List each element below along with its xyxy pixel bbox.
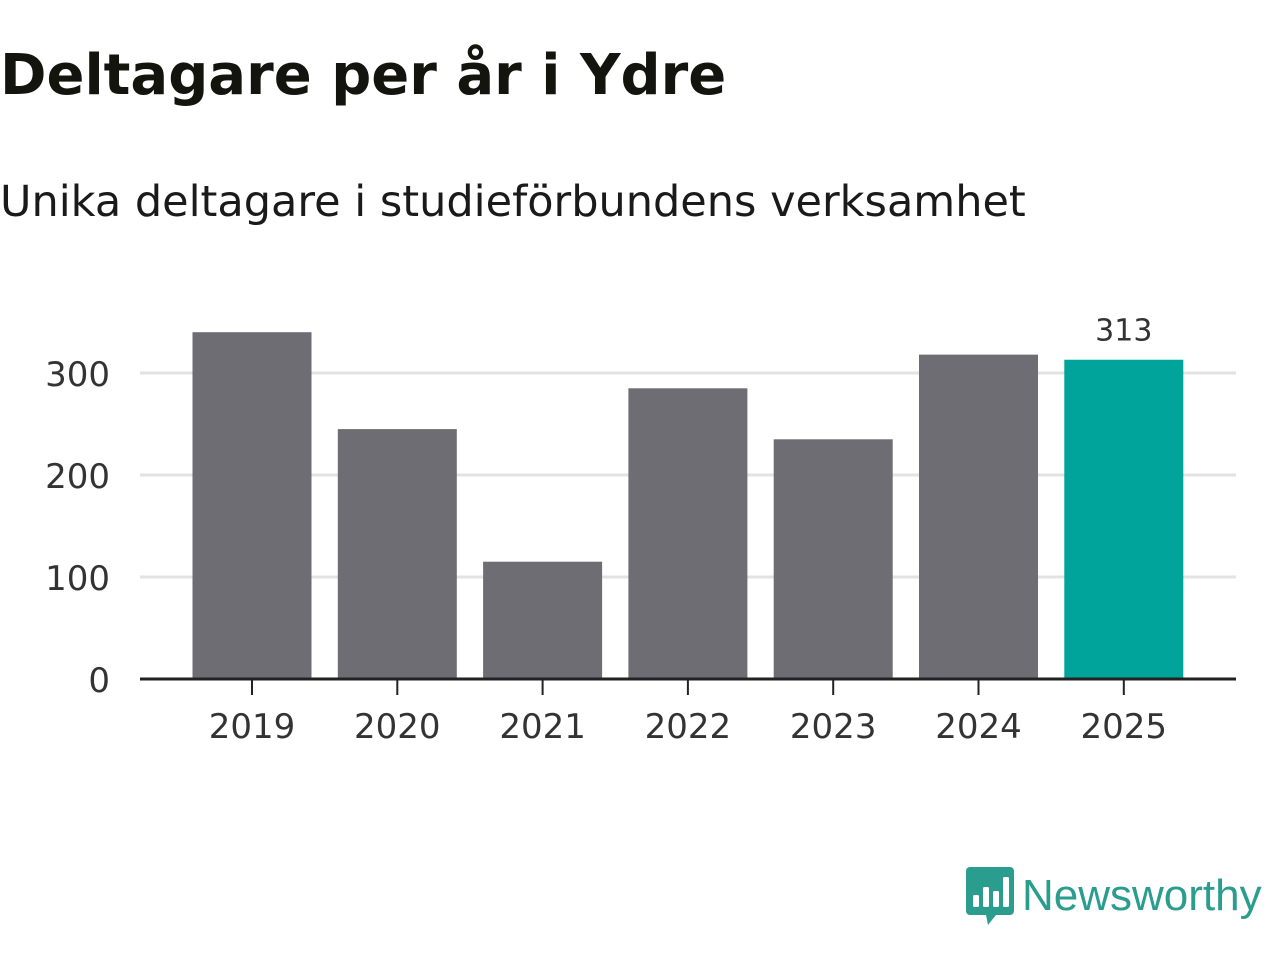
bar-2019 [192,332,312,679]
x-tick-label: 2022 [645,707,732,747]
data-label-2025: 313 [1095,314,1152,349]
x-tick-label: 2025 [1081,707,1168,747]
y-tick-label: 0 [88,661,110,701]
labels: 0 100 200 300 2019 2020 2021 2022 2023 2024 2025 31… [45,314,1167,747]
bar-2020 [337,429,457,679]
bar-chart: 0 100 200 300 2019 2020 2021 2022 2023 2024 2025 31… [45,314,1236,747]
newsworthy-logo: Newsworthy [964,864,1262,928]
bar-2025 [1064,359,1184,679]
newsworthy-chart-icon [966,867,1014,925]
chart-title: Deltagare per år i Ydre [0,43,727,108]
x-tick-label: 2024 [935,707,1022,747]
y-tick-label: 100 [45,559,110,599]
bar-2024 [919,354,1038,679]
y-tick-label: 200 [45,457,110,497]
bars [192,332,1184,679]
x-tick-label: 2021 [499,707,586,747]
x-tick-label: 2023 [790,707,877,747]
chart-subtitle: Unika deltagare i studieförbundens verks… [0,177,1026,227]
x-tick-label: 2019 [209,707,296,747]
axes [140,677,1236,695]
bar-2023 [773,439,893,679]
bar-2022 [628,388,748,679]
bar-2021 [483,561,603,679]
logo-text: Newsworthy [1022,871,1262,920]
x-tick-label: 2020 [354,707,441,747]
y-tick-label: 300 [45,355,110,395]
